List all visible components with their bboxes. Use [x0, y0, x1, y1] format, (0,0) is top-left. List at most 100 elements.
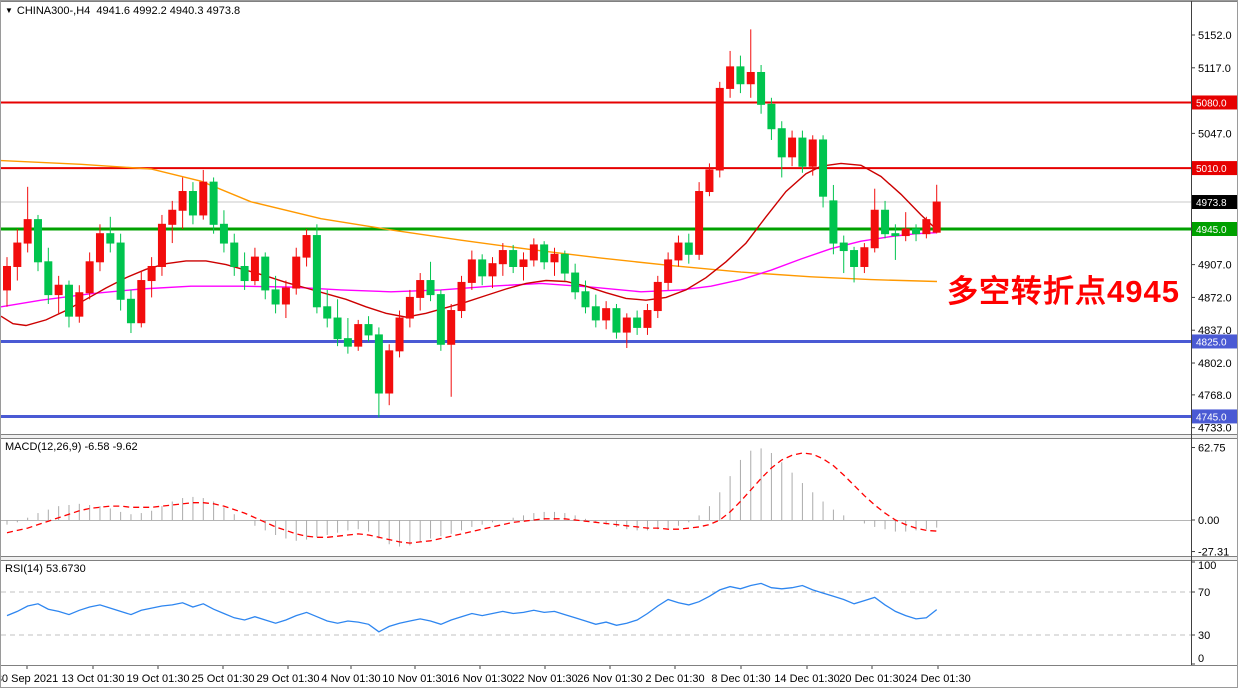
macd-tick-label: 62.75 — [1198, 443, 1226, 455]
candle-body — [3, 265, 11, 291]
symbol-dropdown-icon[interactable]: ▼ — [5, 6, 13, 15]
candle-body — [571, 272, 580, 293]
candle-body — [540, 244, 549, 263]
price-tick-label: 4733.0 — [1198, 423, 1232, 435]
panel-splitter[interactable] — [1, 557, 1238, 560]
rsi-indicator-label: RSI(14) 53.6730 — [5, 563, 86, 575]
candle-body — [209, 181, 218, 225]
candle-body — [922, 219, 931, 235]
candle-body — [777, 128, 786, 158]
candle-body — [901, 228, 910, 237]
rsi-tick-label: 70 — [1198, 587, 1210, 599]
candle-body — [261, 256, 270, 291]
candle-body — [343, 338, 352, 347]
last-price-badge-text: 4973.8 — [1196, 198, 1227, 209]
macd-signal-line — [6, 452, 937, 544]
candle-body — [219, 223, 228, 244]
time-axis-label: 22 Nov 01:30 — [512, 673, 577, 685]
price-tick-label: 5152.0 — [1198, 30, 1232, 42]
price-level-badge-text: 4945.0 — [1196, 225, 1227, 236]
rsi-tick-label: 0 — [1198, 653, 1204, 665]
candle-body — [467, 259, 476, 283]
price-tick-label: 4837.0 — [1198, 325, 1232, 337]
candle-body — [612, 308, 621, 333]
ohlc-readout: 4941.6 4992.2 4940.3 4973.8 — [96, 5, 241, 17]
candle-body — [881, 209, 890, 235]
candle-body — [240, 265, 249, 282]
candle-body — [137, 280, 146, 324]
candle-body — [447, 310, 456, 345]
candle-body — [85, 261, 94, 294]
candle-body — [529, 244, 538, 261]
candle-body — [581, 291, 590, 308]
candle-body — [519, 259, 528, 267]
candle-body — [798, 137, 807, 167]
price-level-badge-text: 5010.0 — [1196, 164, 1227, 175]
candle-body — [819, 139, 828, 197]
price-level-badge-text: 4745.0 — [1196, 412, 1227, 423]
price-level-badge — [1192, 334, 1237, 349]
candle-body — [715, 87, 724, 171]
chart-header: ▼ CHINA300-,H4 4941.6 4992.2 4940.3 4973.… — [5, 5, 240, 17]
candle-body — [147, 265, 156, 282]
candle-body — [653, 281, 662, 312]
candle-body — [416, 280, 425, 298]
candle-body — [23, 219, 32, 244]
candle-body — [860, 247, 869, 267]
price-level-badge — [1192, 161, 1237, 176]
candle-body — [312, 235, 321, 308]
price-level-badge — [1192, 409, 1237, 424]
price-chart-panel[interactable] — [1, 1, 1238, 434]
ma-mid-magenta — [1, 232, 938, 308]
candle-body — [757, 71, 766, 105]
candle-body — [250, 256, 259, 282]
macd-panel[interactable] — [1, 438, 1238, 556]
last-price-badge — [1192, 195, 1237, 210]
candle-body — [622, 317, 631, 333]
price-level-badge-text: 4825.0 — [1196, 337, 1227, 348]
time-axis-label: 13 Oct 01:30 — [62, 673, 125, 685]
time-axis-label: 29 Oct 01:30 — [257, 673, 320, 685]
candle-body — [271, 289, 280, 305]
price-tick-label: 4768.0 — [1198, 390, 1232, 402]
candle-body — [426, 280, 435, 296]
price-tick-label: 4802.0 — [1198, 358, 1232, 370]
candle-body — [292, 256, 301, 289]
rsi-panel[interactable] — [1, 560, 1238, 665]
panel-splitter[interactable] — [1, 435, 1238, 438]
candle-body — [767, 103, 776, 130]
macd-indicator-label: MACD(12,26,9) -6.58 -9.62 — [5, 441, 138, 453]
candle-body — [302, 235, 311, 258]
candle-body — [168, 209, 177, 225]
ma-fast-darkred — [1, 162, 938, 327]
time-axis-label: 30 Sep 2021 — [1, 673, 58, 685]
price-tick-label: 5047.0 — [1198, 128, 1232, 140]
candle-body — [188, 191, 197, 216]
candle-body — [870, 209, 879, 249]
price-tick-label: 5117.0 — [1198, 63, 1231, 75]
candle-body — [230, 242, 239, 267]
candle-body — [850, 250, 859, 267]
candle-body — [684, 242, 693, 255]
time-axis-label: 25 Oct 01:30 — [192, 673, 255, 685]
macd-tick-label: -27.31 — [1198, 547, 1229, 559]
time-axis-label: 19 Oct 01:30 — [127, 673, 190, 685]
price-level-badge-text: 5080.0 — [1196, 98, 1227, 109]
candle-body — [457, 281, 466, 312]
candle-body — [64, 284, 73, 317]
candle-body — [932, 201, 941, 233]
candle-body — [602, 308, 611, 321]
candle-body — [560, 253, 569, 274]
candle-body — [674, 242, 683, 261]
candle-body — [912, 228, 921, 235]
price-level-badge — [1192, 95, 1237, 110]
candle-body — [591, 306, 600, 321]
candle-body — [726, 66, 735, 89]
annotation-text: 多空转折点4945 — [947, 274, 1180, 309]
candle-body — [509, 250, 518, 267]
candle-body — [178, 191, 187, 211]
candle-body — [808, 139, 817, 167]
candle-body — [436, 294, 445, 345]
